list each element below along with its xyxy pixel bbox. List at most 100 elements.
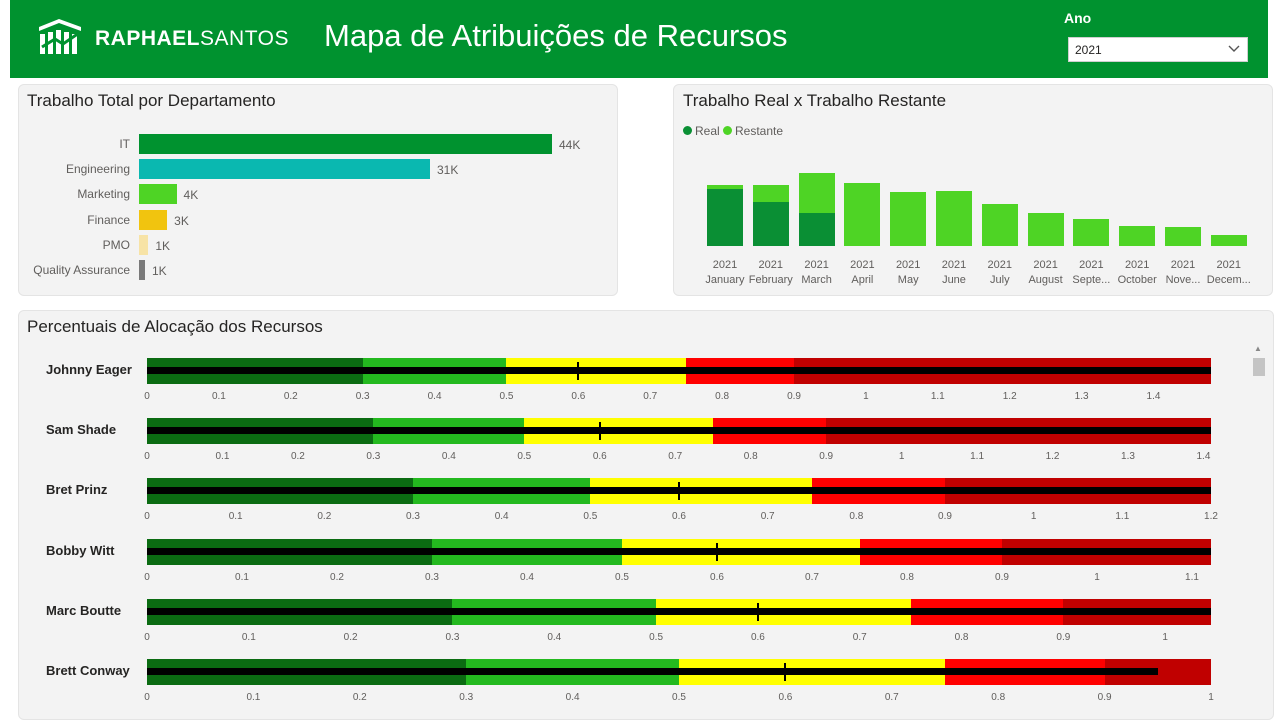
month-label: Decem... <box>1206 274 1251 286</box>
month-year-label: 2021 <box>712 259 738 271</box>
axis-tick-label: 0.8 <box>991 692 1006 703</box>
month-year-label: 2021 <box>1033 259 1058 271</box>
measure-bar[interactable] <box>147 668 1158 675</box>
axis-tick-label: 0.4 <box>520 571 534 583</box>
measure-bar[interactable] <box>147 367 1211 374</box>
axis-tick-label: 1.1 <box>1115 511 1130 523</box>
axis-tick-label: 1 <box>863 391 869 402</box>
dept-card-title: Trabalho Total por Departamento <box>27 91 276 110</box>
axis-tick-label: 0 <box>144 631 150 643</box>
dept-bar[interactable] <box>139 159 430 180</box>
axis-tick-label: 0.5 <box>672 692 686 703</box>
axis-tick-label: 1.1 <box>1185 571 1199 583</box>
month-label: January <box>705 274 745 286</box>
axis-tick-label: 0.7 <box>643 391 658 402</box>
column-real[interactable] <box>707 189 743 246</box>
year-filter-dropdown[interactable]: 2021 <box>1068 37 1248 62</box>
column-restante[interactable] <box>844 183 881 246</box>
axis-tick-label: 0.5 <box>583 511 598 523</box>
month-year-label: 2021 <box>1079 259 1104 271</box>
dept-value-label: 1K <box>155 238 171 253</box>
dept-bar[interactable] <box>139 234 149 255</box>
column-restante[interactable] <box>1165 227 1201 246</box>
dept-bar[interactable] <box>139 209 168 230</box>
measure-bar[interactable] <box>147 547 1211 555</box>
axis-tick-label: 0.3 <box>355 391 370 402</box>
axis-tick-label: 1 <box>1094 571 1100 583</box>
target-marker[interactable] <box>577 362 580 380</box>
scroll-up-icon[interactable]: ▲ <box>1254 344 1262 353</box>
column-restante[interactable] <box>752 185 789 202</box>
axis-tick-label: 0.8 <box>849 511 864 523</box>
month-year-label: 2021 <box>804 259 829 271</box>
axis-tick-label: 0 <box>144 571 150 583</box>
dept-bar[interactable] <box>139 134 552 154</box>
resource-name: Bobby Witt <box>46 542 115 558</box>
column-restante[interactable] <box>981 204 1018 246</box>
resource-name: Sam Shade <box>46 422 117 438</box>
target-marker[interactable] <box>716 542 718 561</box>
column-restante[interactable] <box>707 185 743 189</box>
axis-tick-label: 0.2 <box>283 391 298 402</box>
column-restante[interactable] <box>1027 213 1064 246</box>
column-restante[interactable] <box>890 192 927 246</box>
dept-label: IT <box>119 137 130 151</box>
legend-restante-dot <box>723 126 732 136</box>
dept-value-label: 3K <box>174 213 189 228</box>
month-label: April <box>851 274 874 286</box>
axis-tick-label: 0.9 <box>787 391 801 402</box>
column-real[interactable] <box>798 213 835 246</box>
axis-tick-label: 1.1 <box>970 451 985 463</box>
dept-value-label: 4K <box>183 188 199 203</box>
target-marker[interactable] <box>598 422 601 441</box>
dept-label: Engineering <box>65 162 130 177</box>
month-label: July <box>990 274 1010 286</box>
dept-bar[interactable] <box>139 184 177 205</box>
legend-real[interactable]: Real <box>683 124 720 138</box>
measure-bar[interactable] <box>147 607 1211 615</box>
header-bar: RAPHAELSANTOS Mapa de Atribuições de Rec… <box>10 0 1268 78</box>
column-restante[interactable] <box>1073 219 1110 246</box>
axis-tick-label: 0.3 <box>366 451 381 463</box>
legend-real-dot <box>683 126 692 136</box>
resource-name: Brett Conway <box>46 663 130 678</box>
measure-bar[interactable] <box>147 427 1211 435</box>
axis-tick-label: 0.9 <box>938 511 952 523</box>
axis-tick-label: 0.6 <box>778 692 793 703</box>
axis-tick-label: 0 <box>144 692 150 703</box>
dept-label: Quality Assurance <box>33 263 130 277</box>
page-title: Mapa de Atribuições de Recursos <box>324 18 788 53</box>
column-restante[interactable] <box>1210 235 1247 246</box>
axis-tick-label: 0.3 <box>425 571 439 583</box>
dept-bar[interactable] <box>139 260 145 280</box>
axis-tick-label: 0 <box>144 391 150 402</box>
axis-tick-label: 1.2 <box>1204 511 1218 523</box>
axis-tick-label: 0.3 <box>445 631 460 643</box>
month-label: Septe... <box>1072 274 1111 286</box>
target-marker[interactable] <box>678 482 680 501</box>
column-restante[interactable] <box>936 191 972 246</box>
dept-label: PMO <box>102 237 130 252</box>
axis-tick-label: 0.6 <box>592 451 607 463</box>
axis-tick-label: 1.2 <box>1045 451 1060 463</box>
axis-tick-label: 0.1 <box>211 391 226 402</box>
scrollbar-thumb[interactable] <box>1253 358 1265 376</box>
dept-value-label: 31K <box>436 163 459 178</box>
axis-tick-label: 0.4 <box>427 391 442 402</box>
axis-tick-label: 1.4 <box>1146 391 1161 402</box>
axis-tick-label: 0.8 <box>715 391 730 402</box>
year-filter-value: 2021 <box>1075 43 1102 57</box>
legend-restante[interactable]: Restante <box>723 124 783 138</box>
axis-tick-label: 0.4 <box>441 451 456 463</box>
column-restante[interactable] <box>798 173 835 213</box>
brand-logo-icon <box>39 19 81 54</box>
axis-tick-label: 0.9 <box>819 451 834 463</box>
dept-value-label: 1K <box>152 264 167 278</box>
month-label: March <box>801 274 832 286</box>
target-marker[interactable] <box>784 663 787 681</box>
axis-tick-label: 0.8 <box>954 631 969 643</box>
column-real[interactable] <box>752 202 789 246</box>
target-marker[interactable] <box>756 602 759 621</box>
column-restante[interactable] <box>1119 226 1156 246</box>
axis-tick-label: 0 <box>144 511 150 523</box>
